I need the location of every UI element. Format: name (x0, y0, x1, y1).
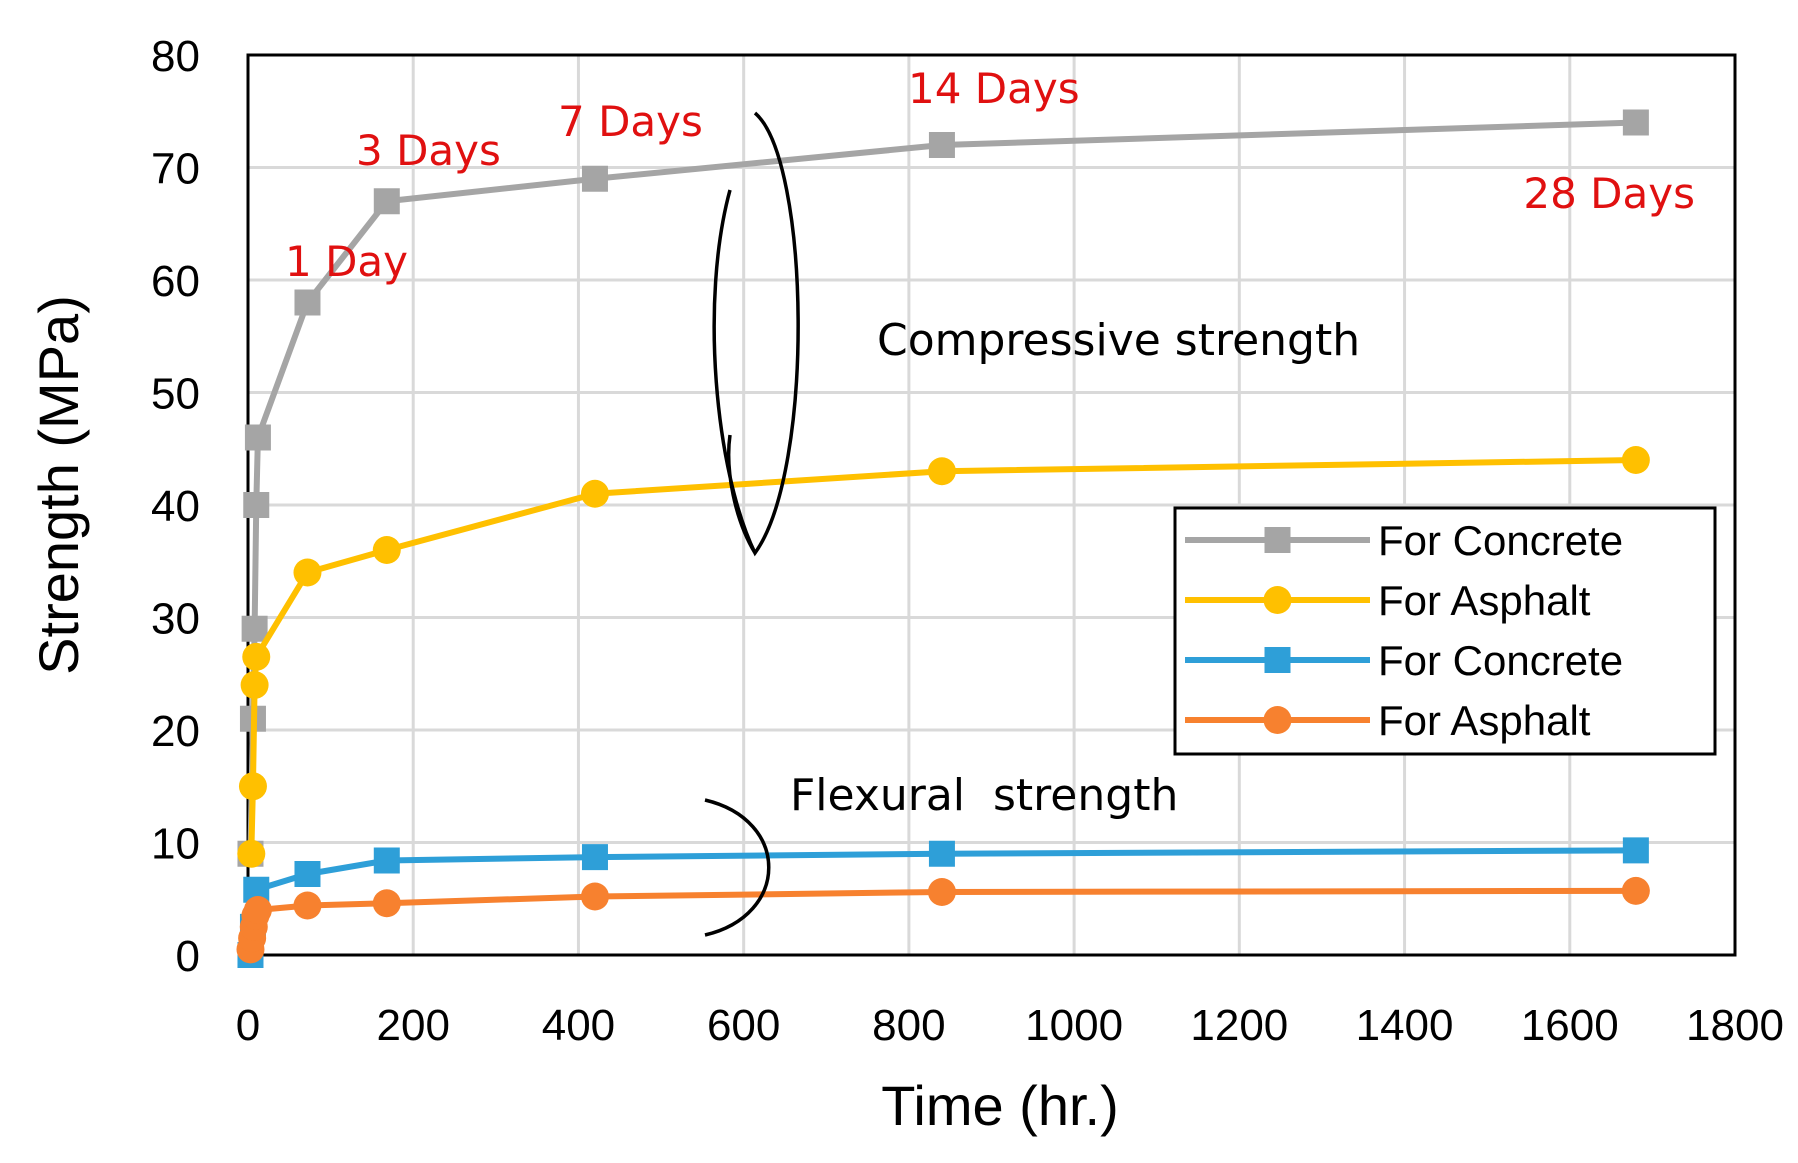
legend-item-3: For Asphalt (1185, 697, 1591, 744)
day-annotation-0: 1 Day (285, 237, 408, 286)
axis-layer: 0 200 400 600 800 1000 1200 1400 1600 1800 0 10 20 30… (151, 32, 1784, 1050)
x-tick-label-3: 600 (707, 1001, 780, 1050)
series-3-point-5 (293, 891, 322, 920)
y-tick-label-7: 70 (151, 145, 200, 194)
series-1-point-2 (240, 671, 269, 699)
day-annotation-1: 3 Days (356, 126, 501, 175)
series-0-point-9 (1622, 109, 1649, 136)
day-annotation-2: 7 Days (558, 97, 703, 146)
series-0-point-5 (294, 289, 321, 316)
label-layer: Time (hr.) Strength (MPa) Compressive st… (27, 64, 1695, 1137)
flexural-bracket (704, 798, 771, 937)
x-tick-label-0: 0 (236, 1001, 260, 1050)
series-0-point-6 (373, 188, 400, 215)
series-1-point-7 (927, 457, 956, 486)
day-annotation-4: 28 Days (1523, 169, 1695, 218)
series-3-point-9 (1621, 876, 1650, 905)
series-2-point-6 (928, 840, 955, 867)
series-2-point-3 (294, 861, 321, 887)
series-3 (236, 876, 1650, 964)
y-tick-label-8: 80 (151, 32, 200, 81)
series-1-point-3 (242, 642, 271, 671)
series-1-point-1 (238, 772, 267, 801)
legend-marker-2 (1264, 647, 1291, 673)
x-tick-label-8: 1600 (1521, 1001, 1619, 1050)
x-axis-title: Time (hr.) (881, 1074, 1118, 1137)
y-tick-label-1: 10 (151, 820, 200, 869)
y-tick-label-0: 0 (176, 932, 200, 981)
y-tick-label-5: 50 (151, 370, 200, 419)
series-2-point-7 (1622, 837, 1649, 864)
x-tick-label-9: 1800 (1686, 1001, 1784, 1050)
legend-marker-3 (1263, 706, 1292, 734)
series-0-point-4 (244, 424, 271, 451)
y-tick-label-4: 40 (151, 482, 200, 531)
series-1-point-5 (372, 536, 401, 564)
series-3-point-4 (243, 896, 272, 924)
legend-label-0: For Concrete (1378, 517, 1623, 564)
series-3-point-6 (372, 889, 401, 918)
series-0-point-3 (243, 492, 270, 518)
x-tick-label-5: 1000 (1025, 1001, 1123, 1050)
legend-item-1: For Asphalt (1185, 577, 1591, 624)
legend-label-2: For Concrete (1378, 637, 1623, 684)
x-tick-label-6: 1200 (1190, 1001, 1288, 1050)
series-0-point-2 (241, 615, 268, 642)
legend-marker-0 (1264, 527, 1291, 553)
series-0-point-7 (581, 165, 608, 192)
legend-marker-1 (1263, 586, 1292, 614)
series-1-point-8 (1621, 446, 1650, 474)
y-tick-label-3: 30 (151, 595, 200, 644)
x-tick-label-1: 200 (377, 1001, 450, 1050)
compressive-bracket (712, 111, 800, 557)
legend-label-3: For Asphalt (1378, 697, 1591, 744)
series-1-point-0 (237, 839, 266, 868)
y-axis-title: Strength (MPa) (27, 295, 90, 675)
x-tick-label-4: 800 (872, 1001, 945, 1050)
series-1-point-4 (293, 558, 322, 587)
legend-item-2: For Concrete (1185, 637, 1623, 684)
y-tick-label-6: 60 (151, 257, 200, 306)
flexural-label: Flexural strength (790, 770, 1178, 821)
legend: For Concrete For Asphalt For Concrete For A… (1173, 506, 1717, 756)
series-0-point-8 (928, 132, 955, 158)
legend-label-1: For Asphalt (1378, 577, 1591, 624)
series-3-point-7 (580, 882, 609, 911)
series-1-point-6 (580, 479, 609, 508)
bracket-layer (704, 111, 800, 937)
series-2-point-5 (581, 844, 608, 871)
x-tick-label-7: 1400 (1356, 1001, 1454, 1050)
x-tick-label-2: 400 (542, 1001, 615, 1050)
day-annotation-3: 14 Days (908, 64, 1080, 113)
series-3-point-8 (927, 878, 956, 906)
series-layer (236, 109, 1650, 968)
series-2-point-4 (373, 847, 400, 874)
legend-item-0: For Concrete (1185, 517, 1623, 564)
series-1 (237, 446, 1650, 868)
y-tick-label-2: 20 (151, 707, 200, 756)
compressive-label: Compressive strength (877, 315, 1360, 366)
